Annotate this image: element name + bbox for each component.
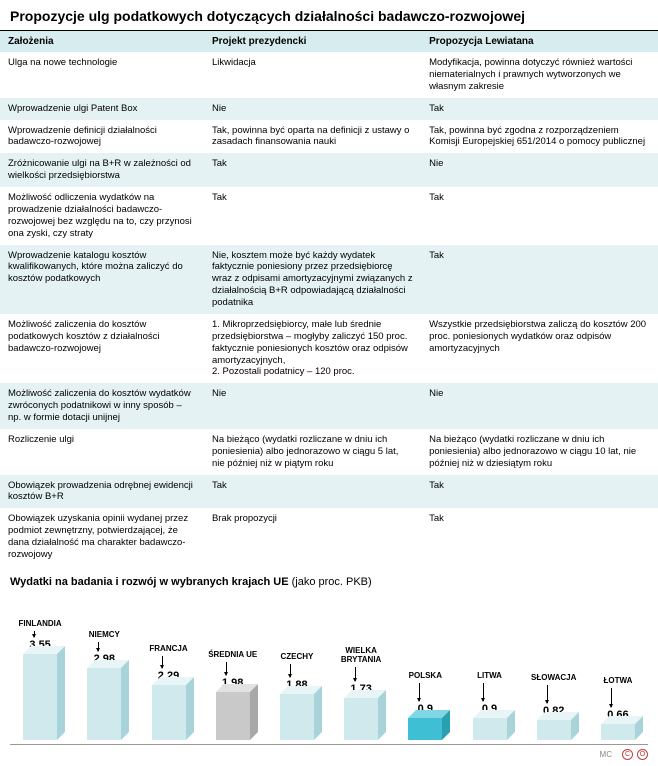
bar-column: CZECHY1,88 xyxy=(267,642,327,740)
table-cell: 1. Mikroprzedsiębiorcy, małe lub średnie… xyxy=(204,314,421,383)
bar-column: ŚREDNIA UE1,98 xyxy=(203,640,263,740)
table-cell: Likwidacja xyxy=(204,52,421,98)
bar-category-label: SŁOWACJA xyxy=(531,663,576,683)
arrow-icon xyxy=(98,642,99,651)
bar-category-label: ŚREDNIA UE xyxy=(208,640,257,660)
cc-icon: O xyxy=(637,749,648,760)
table-row: Zróżnicowanie ulgi na B+R w zależności o… xyxy=(0,153,658,187)
bar-category-label: LITWA xyxy=(477,661,502,681)
table-row: Wprowadzenie katalogu kosztów kwalifikow… xyxy=(0,245,658,314)
bar-category-label: CZECHY xyxy=(280,642,313,662)
bar-column: NIEMCY2,98 xyxy=(74,620,134,740)
bar xyxy=(537,720,571,740)
table-cell: Tak, powinna być zgodna z rozporządzenie… xyxy=(421,120,658,154)
footer: MC C O xyxy=(0,745,658,766)
table-cell: Tak xyxy=(204,153,421,187)
table-row: Możliwość zaliczenia do kosztów wydatków… xyxy=(0,383,658,429)
table-cell: Rozliczenie ulgi xyxy=(0,429,204,475)
chart-title-bold: Wydatki na badania i rozwój w wybranych … xyxy=(10,576,289,588)
table-cell: Tak xyxy=(204,187,421,245)
bar-column: ŁOTWA0,66 xyxy=(588,666,648,740)
page-title: Propozycje ulg podatkowych dotyczących d… xyxy=(0,0,658,31)
arrow-icon xyxy=(611,688,612,707)
bar-column: LITWA0,9 xyxy=(459,661,519,740)
bar xyxy=(601,724,635,740)
arrow-icon xyxy=(290,664,291,677)
table-cell: Tak, powinna być oparta na definicji z u… xyxy=(204,120,421,154)
comparison-table: Założenia Projekt prezydencki Propozycja… xyxy=(0,31,658,566)
table-cell: Modyfikacja, powinna dotyczyć również wa… xyxy=(421,52,658,98)
bar-chart: FINLANDIA3,55NIEMCY2,98FRANCJA2,29ŚREDNI… xyxy=(0,590,658,744)
table-cell: Tak xyxy=(421,245,658,314)
table-cell: Nie, kosztem może być każdy wydatek fakt… xyxy=(204,245,421,314)
table-header-row: Założenia Projekt prezydencki Propozycja… xyxy=(0,31,658,52)
chart-title: Wydatki na badania i rozwój w wybranych … xyxy=(0,566,658,590)
table-cell: Tak xyxy=(421,508,658,566)
table-row: Możliwość zaliczenia do kosztów podatkow… xyxy=(0,314,658,383)
col-header-2: Propozycja Lewiatana xyxy=(421,31,658,52)
arrow-icon xyxy=(226,662,227,675)
bar xyxy=(23,654,57,740)
arrow-icon xyxy=(162,656,163,668)
bar xyxy=(280,694,314,740)
bar-column: FINLANDIA3,55 xyxy=(10,609,70,740)
table-cell: Zróżnicowanie ulgi na B+R w zależności o… xyxy=(0,153,204,187)
table-cell: Wszystkie przedsiębiorstwa zaliczą do ko… xyxy=(421,314,658,383)
table-cell: Wprowadzenie katalogu kosztów kwalifikow… xyxy=(0,245,204,314)
arrow-icon xyxy=(419,683,420,701)
bar-category-label: WIELKA BRYTANIA xyxy=(331,645,391,665)
table-cell: Ulga na nowe technologie xyxy=(0,52,204,98)
table-cell: Możliwość odliczenia wydatków na prowadz… xyxy=(0,187,204,245)
table-cell: Możliwość zaliczenia do kosztów podatkow… xyxy=(0,314,204,383)
table-cell: Wprowadzenie definicji działalności bada… xyxy=(0,120,204,154)
bar-category-label: NIEMCY xyxy=(89,620,120,640)
bar-column: FRANCJA2,29 xyxy=(138,634,198,740)
bar-category-label: ŁOTWA xyxy=(603,666,632,686)
table-cell: Tak xyxy=(421,187,658,245)
bar-column: WIELKA BRYTANIA1,73 xyxy=(331,645,391,740)
table-row: Rozliczenie ulgiNa bieżąco (wydatki rozl… xyxy=(0,429,658,475)
bar xyxy=(408,718,442,740)
col-header-1: Projekt prezydencki xyxy=(204,31,421,52)
col-header-0: Założenia xyxy=(0,31,204,52)
table-row: Możliwość odliczenia wydatków na prowadz… xyxy=(0,187,658,245)
bar xyxy=(344,698,378,740)
table-row: Obowiązek uzyskania opinii wydanej przez… xyxy=(0,508,658,566)
table-cell: Na bieżąco (wydatki rozliczane w dniu ic… xyxy=(421,429,658,475)
table-cell: Tak xyxy=(421,98,658,120)
table-cell: Możliwość zaliczenia do kosztów wydatków… xyxy=(0,383,204,429)
credit: MC xyxy=(600,750,612,759)
table-cell: Brak propozycji xyxy=(204,508,421,566)
bar xyxy=(87,668,121,740)
bar xyxy=(473,718,507,740)
chart-title-sub: (jako proc. PKB) xyxy=(289,576,372,588)
table-cell: Obowiązek uzyskania opinii wydanej przez… xyxy=(0,508,204,566)
arrow-icon xyxy=(34,631,35,637)
table-cell: Wprowadzenie ulgi Patent Box xyxy=(0,98,204,120)
arrow-icon xyxy=(355,667,356,681)
bar xyxy=(216,692,250,740)
bar-column: SŁOWACJA0,82 xyxy=(524,663,584,740)
table-cell: Nie xyxy=(421,383,658,429)
bar-column: POLSKA0,9 xyxy=(395,661,455,740)
cc-icon: C xyxy=(622,749,633,760)
arrow-icon xyxy=(483,683,484,701)
table-cell: Nie xyxy=(204,98,421,120)
table-cell: Na bieżąco (wydatki rozliczane w dniu ic… xyxy=(204,429,421,475)
table-row: Obowiązek prowadzenia odrębnej ewidencji… xyxy=(0,475,658,509)
table-cell: Nie xyxy=(421,153,658,187)
table-row: Ulga na nowe technologieLikwidacjaModyfi… xyxy=(0,52,658,98)
bar-category-label: POLSKA xyxy=(409,661,442,681)
table-cell: Obowiązek prowadzenia odrębnej ewidencji… xyxy=(0,475,204,509)
bar-category-label: FINLANDIA xyxy=(19,609,62,629)
table-cell: Tak xyxy=(421,475,658,509)
bar-category-label: FRANCJA xyxy=(149,634,187,654)
bar xyxy=(152,685,186,740)
arrow-icon xyxy=(547,685,548,703)
table-row: Wprowadzenie definicji działalności bada… xyxy=(0,120,658,154)
table-cell: Tak xyxy=(204,475,421,509)
table-cell: Nie xyxy=(204,383,421,429)
table-row: Wprowadzenie ulgi Patent BoxNieTak xyxy=(0,98,658,120)
